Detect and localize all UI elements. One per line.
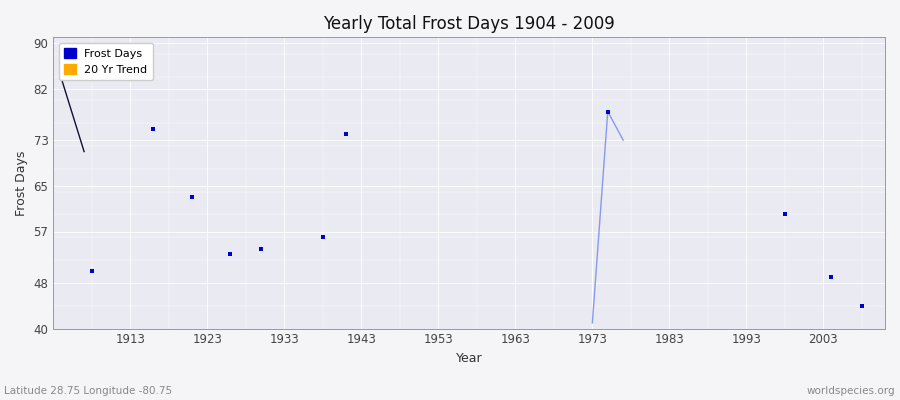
X-axis label: Year: Year [455, 352, 482, 365]
Text: Latitude 28.75 Longitude -80.75: Latitude 28.75 Longitude -80.75 [4, 386, 173, 396]
Y-axis label: Frost Days: Frost Days [15, 150, 28, 216]
Point [778, 211, 792, 218]
Point [223, 251, 238, 258]
Point [338, 131, 353, 138]
Point [824, 274, 838, 280]
Point [254, 246, 268, 252]
Legend: Frost Days, 20 Yr Trend: Frost Days, 20 Yr Trend [58, 43, 153, 80]
Point [316, 234, 330, 240]
Point [184, 194, 199, 200]
Point [600, 108, 615, 115]
Title: Yearly Total Frost Days 1904 - 2009: Yearly Total Frost Days 1904 - 2009 [323, 15, 615, 33]
Point [146, 126, 160, 132]
Point [85, 268, 99, 275]
Text: worldspecies.org: worldspecies.org [807, 386, 896, 396]
Point [855, 302, 869, 309]
